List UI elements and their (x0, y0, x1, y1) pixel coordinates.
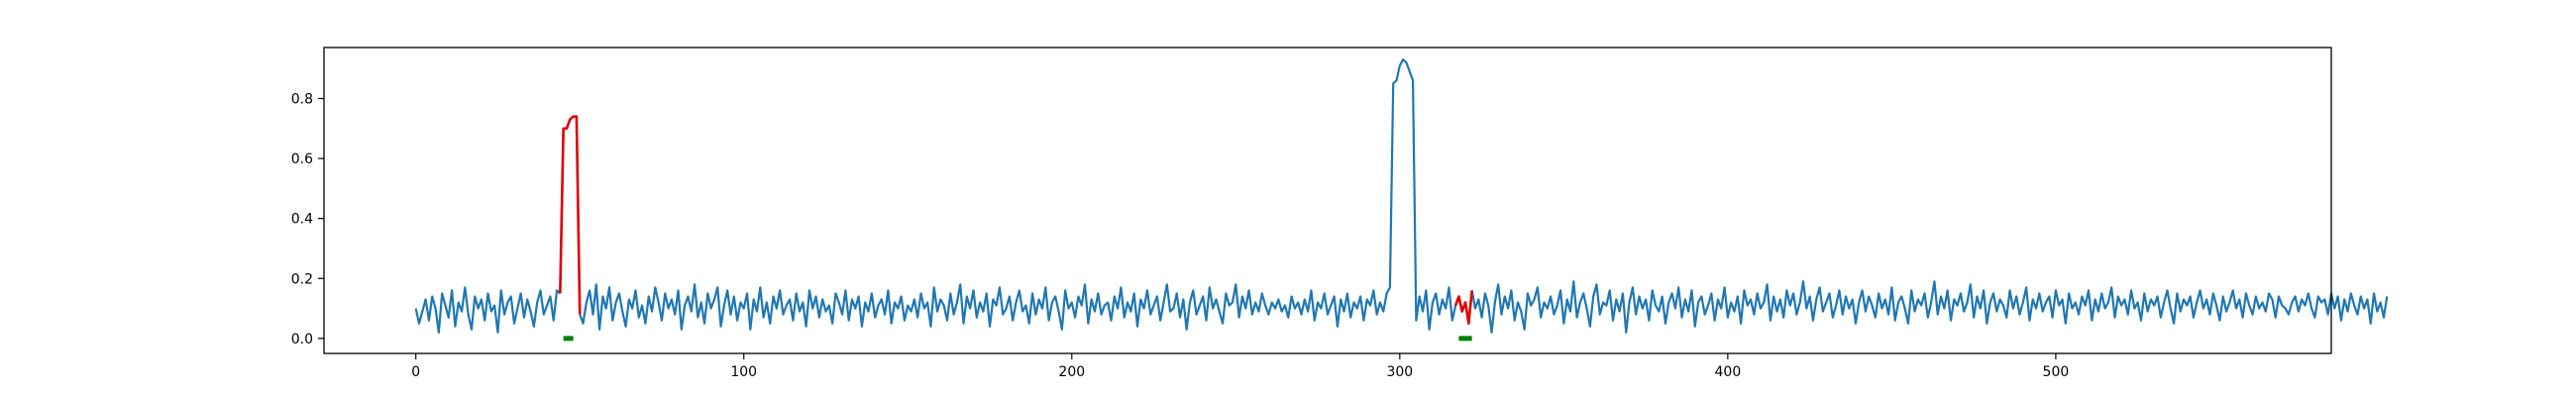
y-tick-label: 0.6 (291, 151, 313, 167)
x-tick-label: 400 (1715, 364, 1742, 380)
signal-series (414, 58, 2389, 334)
x-tick-label: 300 (1386, 364, 1413, 380)
anomaly-line (559, 115, 582, 315)
signal-line (579, 58, 1457, 331)
y-tick-label: 0.4 (291, 212, 313, 228)
x-tick-label: 500 (2043, 364, 2070, 380)
y-tick-label: 0.2 (291, 271, 313, 287)
x-tick-label: 200 (1058, 364, 1085, 380)
y-tick-label: 0.8 (291, 92, 313, 108)
anomaly-series (559, 115, 1473, 326)
y-tick-label: 0.0 (291, 332, 313, 347)
plot-frame (323, 47, 2332, 354)
x-tick-label: 0 (411, 364, 420, 380)
anomaly-line (1453, 290, 1473, 326)
x-tick-label: 100 (730, 364, 757, 380)
signal-line (1470, 280, 2389, 334)
plot-content (414, 58, 2389, 342)
signal-line (414, 286, 562, 334)
axes: 0 100 200 300 400 500 0.0 0.2 0.4 0.6 0.8 (291, 47, 2332, 380)
